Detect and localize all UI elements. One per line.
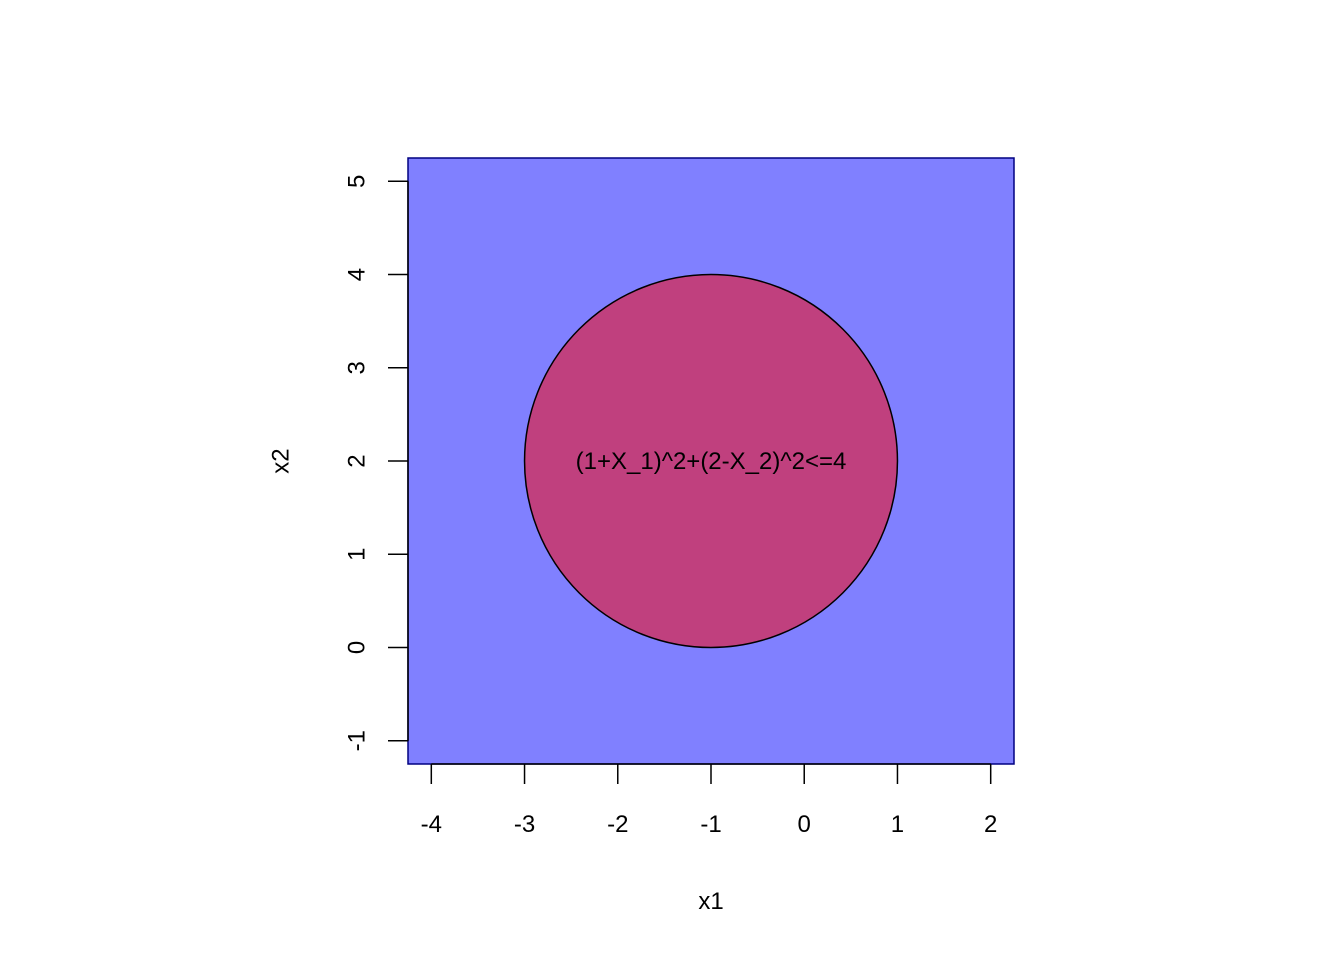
y-tick-label: 0 — [343, 641, 370, 654]
x-tick-label: -4 — [421, 811, 442, 838]
y-tick-label: 5 — [343, 175, 370, 188]
y-tick-label: 1 — [343, 548, 370, 561]
circle-region-label: (1+X_1)^2+(2-X_2)^2<=4 — [576, 448, 847, 475]
x-axis-title: x1 — [698, 888, 723, 915]
inner-circle-region — [523, 273, 899, 649]
y-axis-title: x2 — [267, 448, 294, 473]
y-tick-label: 4 — [343, 268, 370, 281]
x-tick-label: -3 — [514, 811, 535, 838]
x-axis: -4 -3 -2 -1 0 1 2 — [421, 763, 997, 838]
y-tick-label: 3 — [343, 361, 370, 374]
x-tick-label: 1 — [891, 811, 904, 838]
y-axis: -1 0 1 2 3 4 5 — [343, 175, 409, 751]
x-tick-label: 2 — [984, 811, 997, 838]
x-tick-label: 0 — [798, 811, 811, 838]
y-tick-label: 2 — [343, 454, 370, 467]
x-tick-label: -2 — [607, 811, 628, 838]
x-tick-label: -1 — [700, 811, 721, 838]
y-tick-label: -1 — [343, 730, 370, 751]
